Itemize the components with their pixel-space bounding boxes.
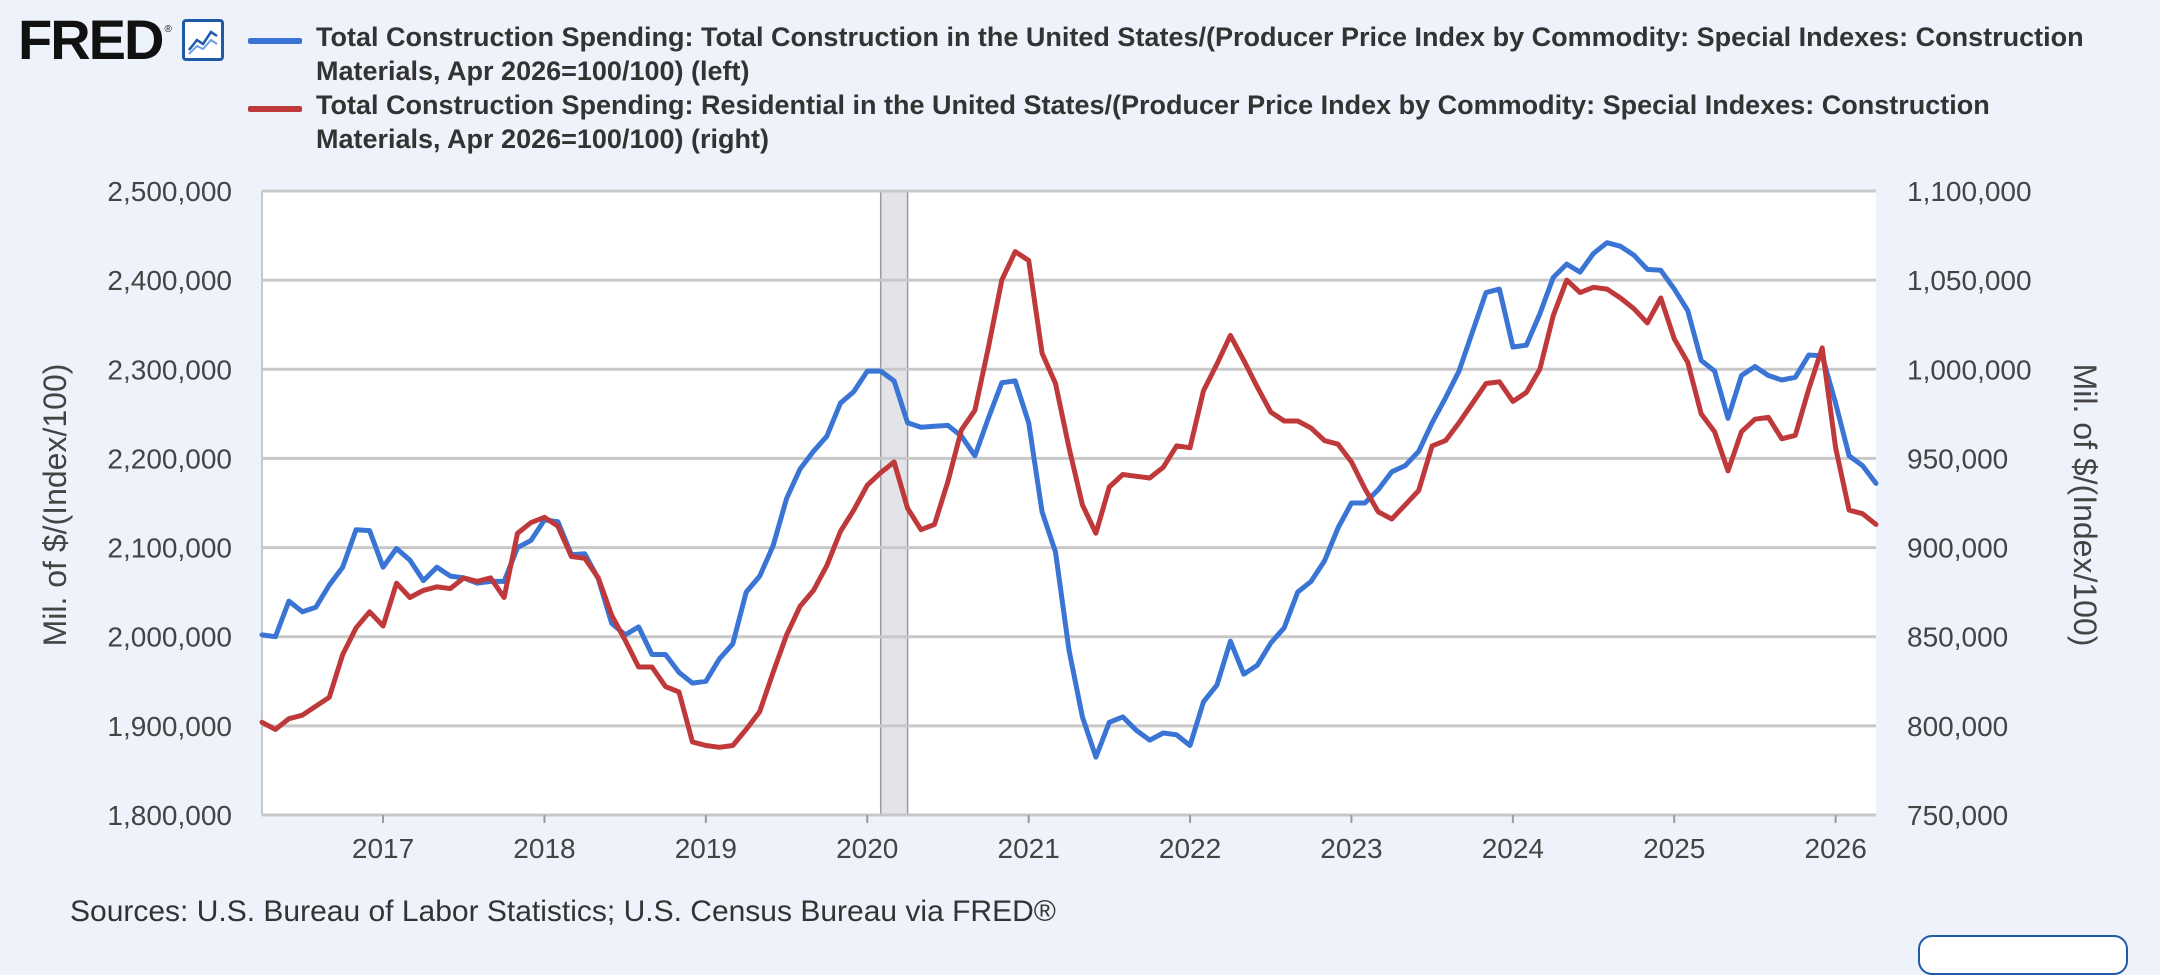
left-tick-label: 2,100,000 (107, 533, 232, 564)
left-tick-label: 2,200,000 (107, 443, 232, 474)
right-tick-label: 950,000 (1907, 443, 2008, 474)
left-tick-label: 2,000,000 (107, 622, 232, 653)
left-tick-label: 2,300,000 (107, 354, 232, 385)
plot-background (262, 191, 1876, 815)
x-tick-label: 2020 (836, 833, 898, 864)
legend-item-residential[interactable]: Total Construction Spending: Residential… (248, 88, 2098, 156)
fred-logo-text: FRED (18, 8, 164, 71)
right-tick-label: 850,000 (1907, 622, 2008, 653)
left-tick-label: 2,400,000 (107, 265, 232, 296)
chart-header: FRED ® Total Construction Spending: Tota… (0, 0, 2160, 170)
right-tick-label: 750,000 (1907, 800, 2008, 831)
x-tick-label: 2017 (352, 833, 414, 864)
source-note: Sources: U.S. Bureau of Labor Statistics… (70, 895, 1056, 928)
x-tick-label: 2022 (1159, 833, 1221, 864)
legend-label: Total Construction Spending: Residential… (316, 90, 1990, 154)
series-lines (259, 240, 1879, 760)
legend-label: Total Construction Spending: Total Const… (316, 22, 2084, 86)
left-tick-label: 1,900,000 (107, 711, 232, 742)
registered-mark: ® (164, 23, 172, 35)
left-axis-title: Mil. of $/(Index/100) (37, 364, 73, 647)
x-tick-label: 2026 (1805, 833, 1867, 864)
right-tick-label: 1,100,000 (1907, 176, 2032, 207)
edit-graph-button[interactable] (1918, 935, 2128, 975)
right-tick-label: 1,050,000 (1907, 265, 2032, 296)
x-tick-label: 2025 (1643, 833, 1705, 864)
legend-swatch-red (248, 106, 302, 112)
left-tick-label: 1,800,000 (107, 800, 232, 831)
legend-swatch-blue (248, 38, 302, 44)
right-tick-label: 900,000 (1907, 533, 2008, 564)
right-tick-label: 1,000,000 (1907, 354, 2032, 385)
chart-line-icon (181, 19, 224, 61)
left-tick-label: 2,500,000 (107, 176, 232, 207)
x-tick-label: 2024 (1482, 833, 1544, 864)
right-tick-label: 800,000 (1907, 711, 2008, 742)
recession-shading-layer (262, 190, 1876, 816)
x-tick-label: 2021 (998, 833, 1060, 864)
fred-logo[interactable]: FRED ® (18, 12, 224, 68)
x-tick-label: 2019 (675, 833, 737, 864)
x-tick-label: 2023 (1320, 833, 1382, 864)
series-line-residential (259, 249, 1879, 750)
left-axis: 1,800,000 1,900,000 2,000,000 2,100,000 2,20… (107, 176, 232, 831)
line-chart[interactable]: 1,800,000 1,900,000 2,000,000 2,100,000 2,20… (0, 0, 2160, 947)
gridlines (261, 189, 1876, 817)
right-axis-title: Mil. of $/(Index/100) (2067, 364, 2103, 647)
x-axis: 2017 2018 2019 2020 2021 2022 2023 2024 2025 2026 (352, 815, 1867, 864)
series-line-total-construction (259, 240, 1879, 760)
x-tick-label: 2018 (513, 833, 575, 864)
right-axis: 750,000 800,000 850,000 900,000 950,000 1,000… (1907, 176, 2032, 831)
legend-item-total-construction[interactable]: Total Construction Spending: Total Const… (248, 20, 2098, 88)
